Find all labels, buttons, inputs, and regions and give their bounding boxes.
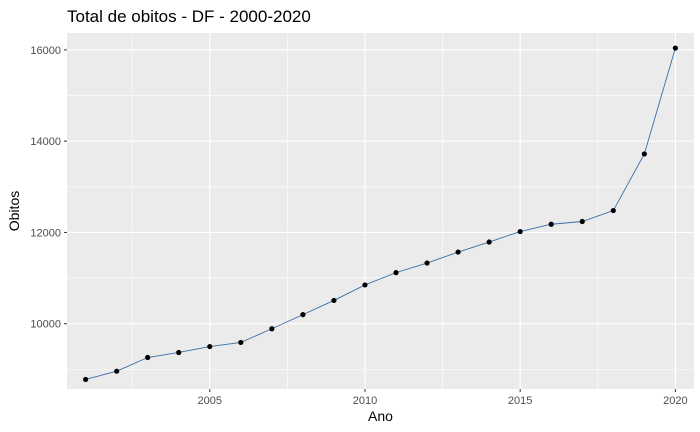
data-point <box>176 349 182 356</box>
data-point <box>331 297 337 304</box>
minor-gridlines <box>67 33 694 389</box>
y-tick-label: 16000 <box>30 45 61 57</box>
data-point <box>300 312 306 318</box>
data-point <box>455 249 461 255</box>
data-point <box>486 239 492 245</box>
data-point <box>145 354 151 361</box>
x-tick-label: 2015 <box>508 395 532 407</box>
data-points <box>83 45 678 383</box>
data-point <box>207 343 213 350</box>
data-point <box>548 221 554 227</box>
data-point <box>83 376 89 383</box>
x-axis: 2005 2010 2015 2020 <box>198 389 688 407</box>
data-point <box>269 326 275 332</box>
x-tick-label: 2005 <box>198 395 222 407</box>
x-tick-label: 2020 <box>663 395 687 407</box>
data-point <box>610 207 616 214</box>
data-point <box>362 282 368 288</box>
data-point <box>517 228 523 235</box>
x-tick-label: 2010 <box>353 395 377 407</box>
x-axis-title: Ano <box>368 408 393 424</box>
data-point <box>672 45 678 51</box>
y-axis-title: Obitos <box>6 191 22 231</box>
plot-panel <box>67 33 694 389</box>
chart-title: Total de obitos - DF - 2000-2020 <box>67 7 311 26</box>
y-tick-label: 12000 <box>30 227 61 239</box>
data-point <box>579 218 585 225</box>
data-point <box>114 368 120 374</box>
y-tick-label: 14000 <box>30 136 61 148</box>
data-point <box>238 339 244 346</box>
major-gridlines <box>67 33 694 389</box>
y-axis: 10000 12000 14000 16000 <box>30 45 67 331</box>
data-point <box>641 151 647 157</box>
data-point <box>393 270 399 276</box>
series-line <box>85 47 676 380</box>
data-point <box>424 260 430 266</box>
series-line-group <box>85 47 676 380</box>
y-tick-label: 10000 <box>30 319 61 331</box>
